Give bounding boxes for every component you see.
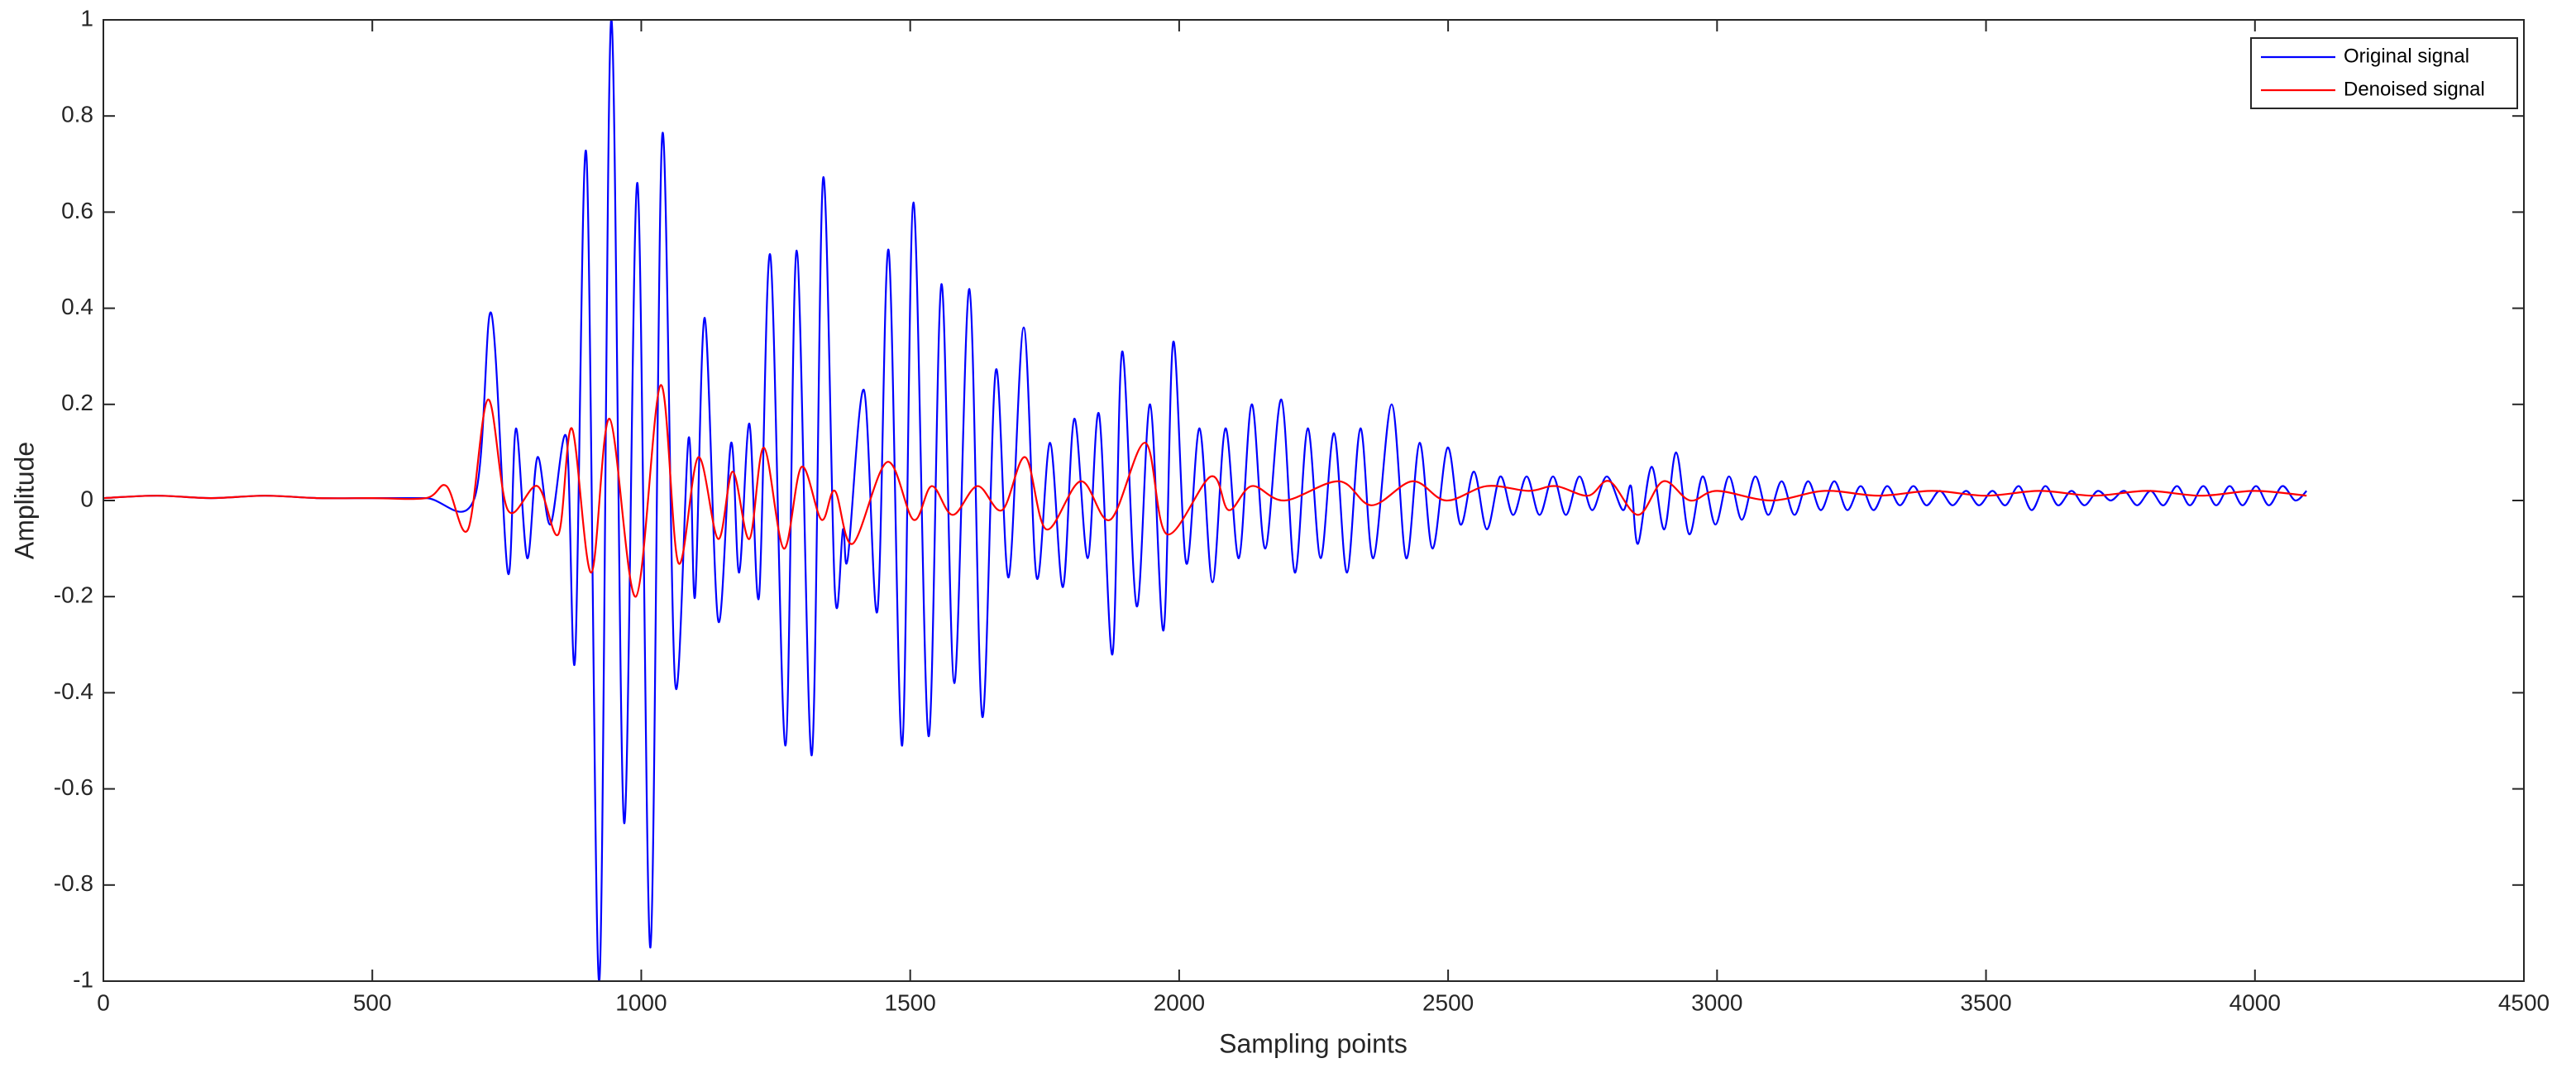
- x-tick-label: 0: [97, 989, 110, 1015]
- y-tick-label: 0: [80, 486, 93, 511]
- y-tick-label: -0.2: [54, 582, 93, 608]
- y-tick-label: -1: [73, 966, 93, 992]
- y-tick-label: -0.8: [54, 870, 93, 896]
- plot-area: [103, 20, 2524, 981]
- plot-lines: [103, 20, 2308, 981]
- legend-label: Denoised signal: [2344, 78, 2485, 100]
- x-tick-label: 2000: [1154, 989, 1205, 1015]
- y-axis-label: Amplitude: [9, 442, 39, 559]
- legend-label: Original signal: [2344, 45, 2469, 67]
- x-tick-label: 1500: [885, 989, 936, 1015]
- legend-box: [2250, 37, 2518, 109]
- x-tick-label: 4000: [2230, 989, 2281, 1015]
- y-tick-label: 0.6: [61, 198, 93, 223]
- y-tick-label: 1: [80, 5, 93, 31]
- x-axis-label: Sampling points: [1219, 1028, 1407, 1058]
- y-tick-label: -0.6: [54, 774, 93, 800]
- x-tick-label: 3500: [1960, 989, 2011, 1015]
- x-tick-label: 500: [353, 989, 392, 1015]
- plot-frame: [103, 19, 2525, 982]
- legend: Original signal Denoised signal: [2250, 37, 2518, 109]
- y-tick-label: 0.8: [61, 102, 93, 127]
- x-tick-label: 1000: [615, 989, 667, 1015]
- y-tick-label: 0.2: [61, 390, 93, 415]
- y-tick-label: 0.4: [61, 294, 93, 319]
- y-tick-label: -0.4: [54, 678, 93, 704]
- x-tick-label: 3000: [1691, 989, 1742, 1015]
- x-tick-label: 2500: [1422, 989, 1474, 1015]
- x-tick-label: 4500: [2498, 989, 2550, 1015]
- series-line: [103, 384, 2307, 598]
